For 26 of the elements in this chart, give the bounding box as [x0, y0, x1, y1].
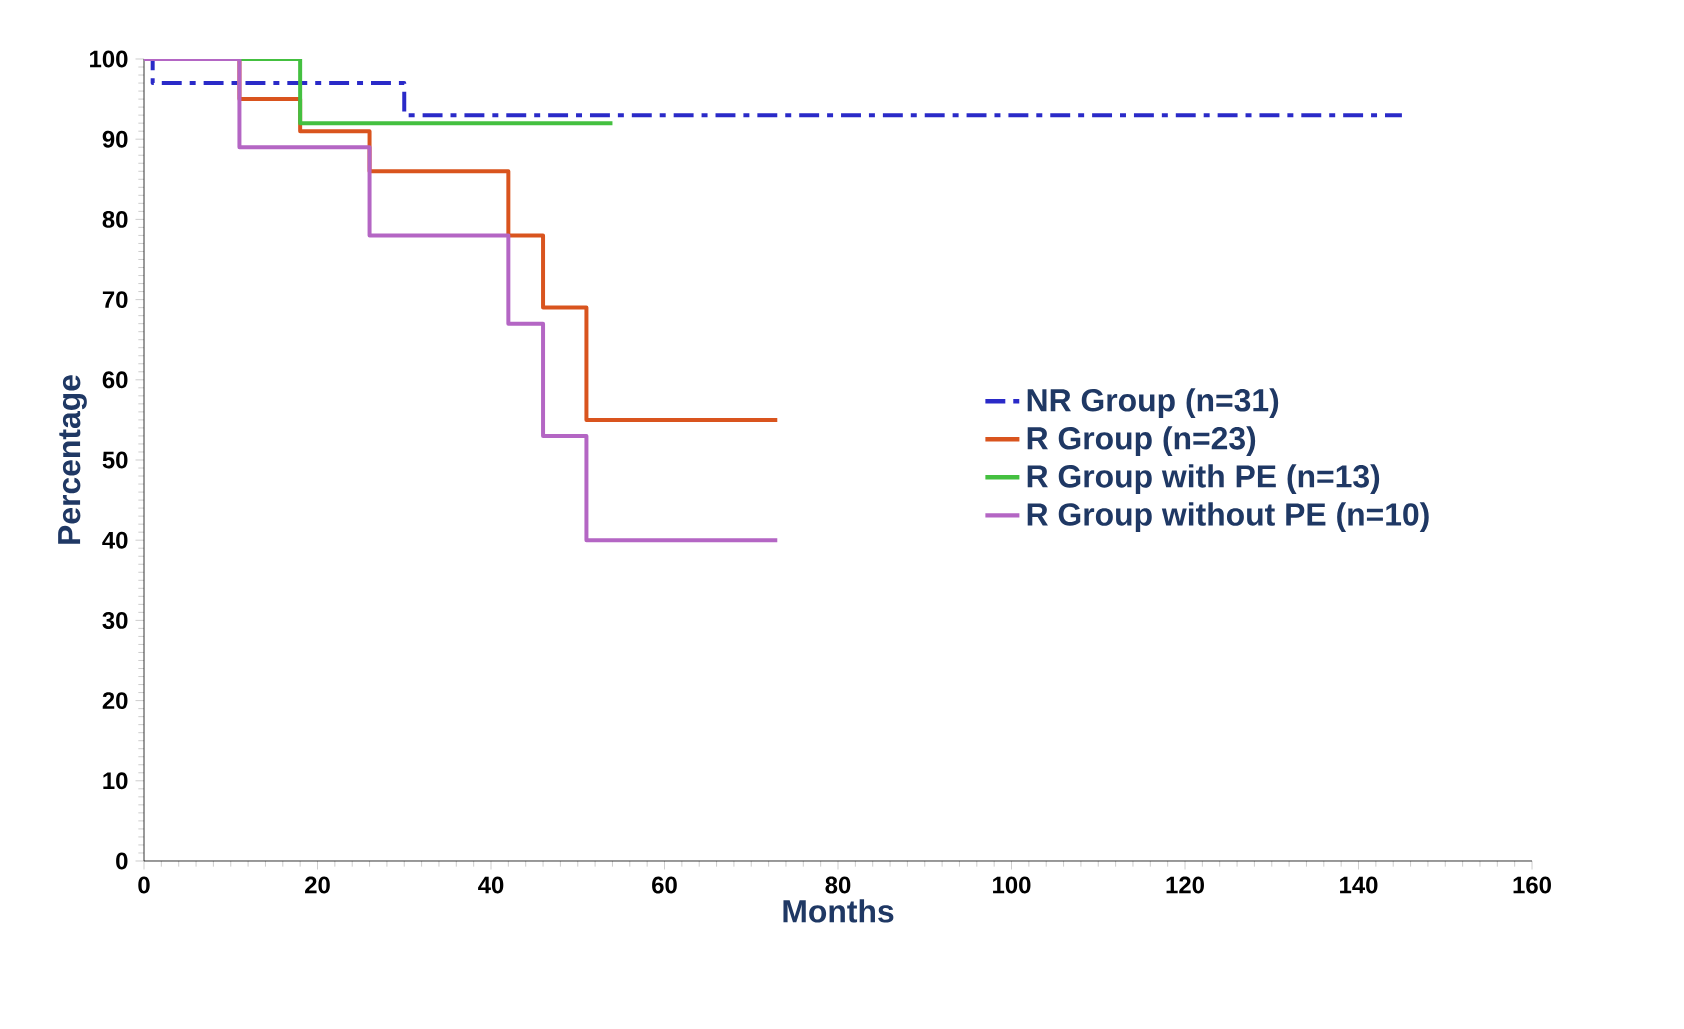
y-tick-label: 60: [102, 371, 128, 389]
y-axis-title: Percentage: [58, 375, 87, 544]
y-tick-label: 20: [102, 692, 128, 710]
x-tick-label: 80: [825, 876, 851, 894]
x-tick-label: 100: [993, 876, 1031, 894]
x-axis-title: Months: [783, 899, 894, 923]
y-tick-label: 10: [103, 772, 128, 790]
x-tick-label: 20: [305, 876, 330, 894]
y-tick-label: 90: [102, 130, 128, 148]
legend-label: R Group with PE (n=13): [1027, 464, 1380, 494]
x-tick-label: 160: [1513, 876, 1551, 894]
x-tick-label: 120: [1166, 876, 1204, 894]
y-tick-label: 50: [102, 451, 128, 469]
y-tick-label: 70: [102, 291, 128, 309]
x-tick-label: 140: [1340, 876, 1378, 894]
x-tick-label: 40: [478, 876, 504, 894]
y-tick-label: 0: [116, 852, 128, 870]
y-tick-label: 30: [102, 611, 128, 629]
x-tick-label: 0: [138, 876, 150, 894]
legend-label: R Group (n=23): [1027, 426, 1256, 456]
legend-label: NR Group (n=31): [1027, 388, 1279, 418]
y-tick-label: 80: [102, 210, 128, 228]
x-tick-label: 60: [652, 876, 677, 894]
legend-label: R Group without PE (n=10): [1027, 502, 1429, 533]
y-tick-label: 40: [102, 531, 128, 549]
y-tick-label: 100: [90, 50, 128, 68]
